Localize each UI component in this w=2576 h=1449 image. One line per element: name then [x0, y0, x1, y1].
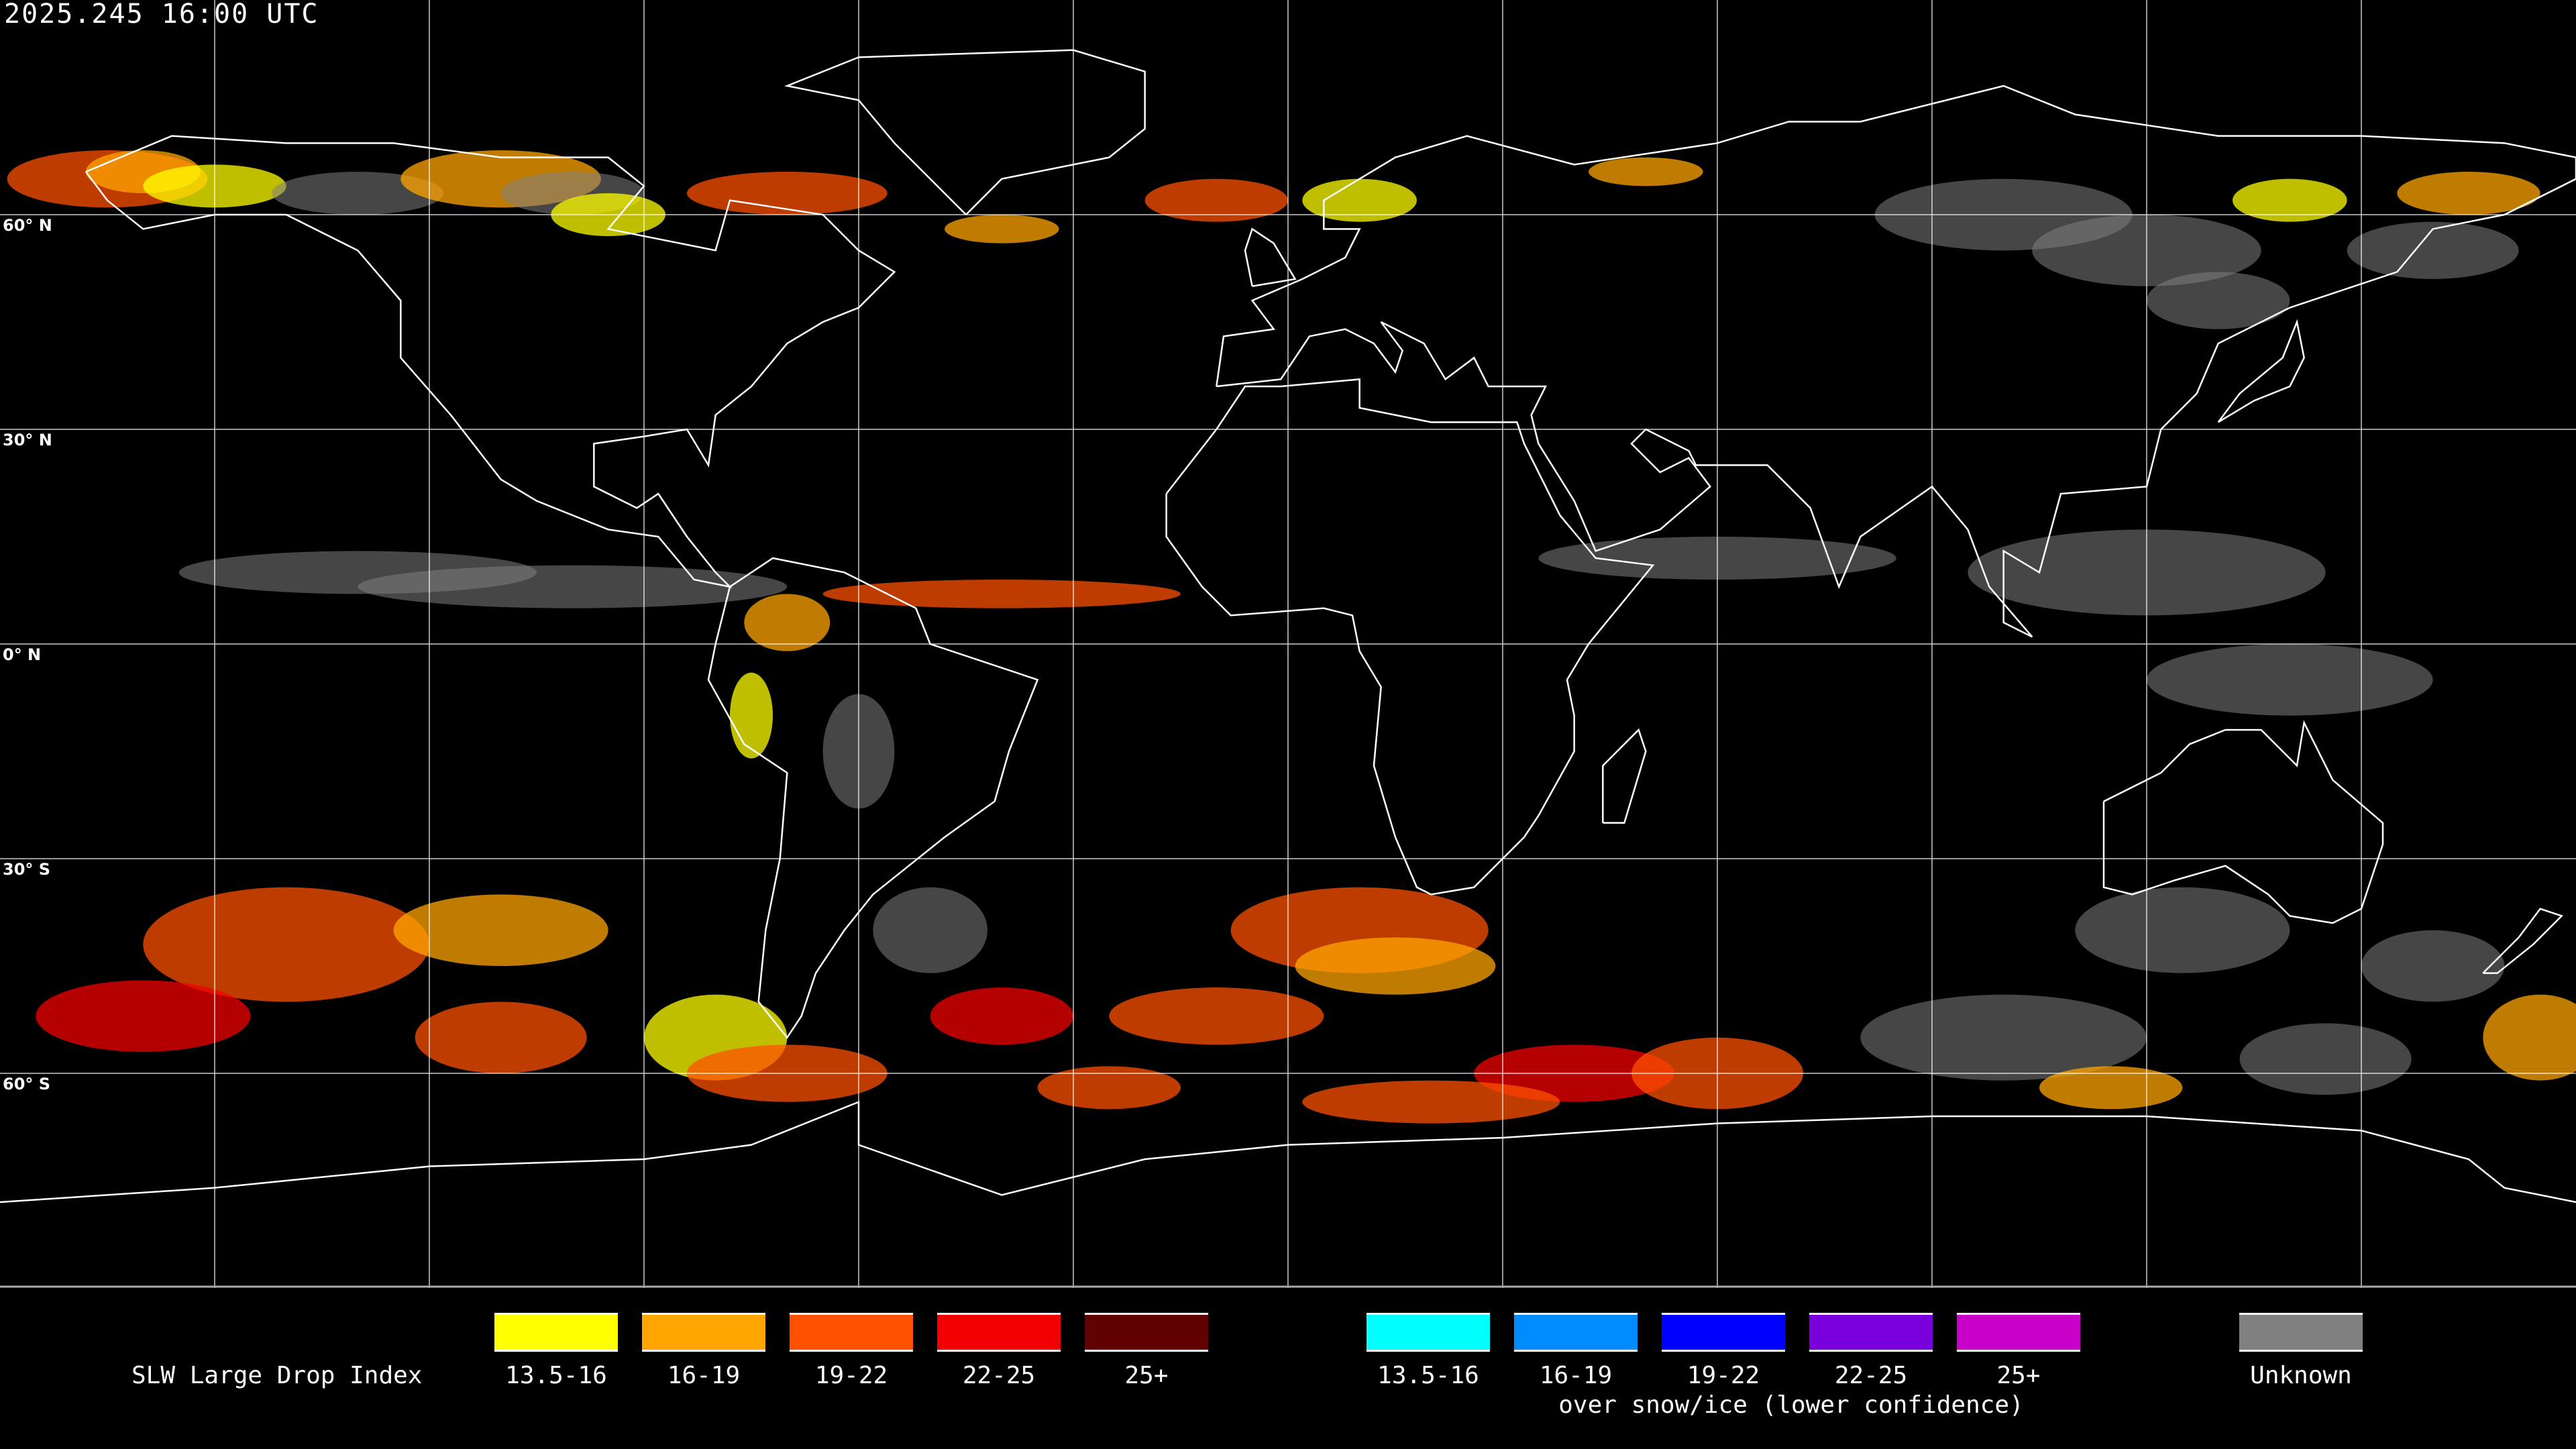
lat-label-0: 0° N — [3, 645, 42, 664]
swatch-label: 16-19 — [1539, 1362, 1613, 1389]
coastline-madagascar — [1602, 728, 1647, 824]
swatch-primary-4 — [937, 1313, 1061, 1352]
swatch-snow-4 — [1809, 1313, 1933, 1352]
swatch-snow-1 — [1366, 1313, 1490, 1352]
cloud-patch — [415, 1002, 587, 1073]
timestamp: 2025.245 16:00 UTC — [4, 0, 319, 30]
cloud-patch — [2233, 178, 2347, 222]
coastlines — [0, 49, 2576, 1203]
swatch-snow-2 — [1514, 1313, 1638, 1352]
swatch-label: 13.5-16 — [505, 1362, 607, 1389]
swatch-label: 16-19 — [667, 1362, 741, 1389]
legend-title: SLW Large Drop Index — [131, 1362, 423, 1389]
graticule — [0, 0, 2576, 1288]
swatch-label: 19-22 — [1686, 1362, 1760, 1389]
coastline-antarctica — [0, 1100, 2576, 1203]
swatch-primary-1 — [494, 1313, 618, 1352]
coastline-africa — [1165, 378, 1655, 896]
cloud-patch — [2239, 1023, 2412, 1095]
cloud-patch — [1302, 1080, 1560, 1124]
swatch-label: 25+ — [1124, 1362, 1169, 1389]
cloud-patch — [1144, 178, 1289, 222]
cloud-patch — [930, 987, 1074, 1045]
cloud-patch — [822, 580, 1181, 608]
coastline-greenland — [784, 49, 1146, 215]
cloud-patch — [1302, 178, 1417, 222]
swatch-label: 19-22 — [814, 1362, 888, 1389]
swatch-primary-5 — [1085, 1313, 1208, 1352]
lat-label-60s: 60° S — [3, 1075, 51, 1093]
swatch-label: 22-25 — [962, 1362, 1036, 1389]
cloud-patch — [945, 215, 1059, 244]
cloud-patch — [1037, 1066, 1181, 1110]
cloud-patch — [2075, 887, 2290, 973]
cloud-patch — [744, 594, 830, 651]
cloud-patch — [687, 172, 888, 215]
swatch-label-unknown: Unknown — [2250, 1362, 2352, 1389]
cloud-patch — [2147, 272, 2290, 329]
cloud-patch — [2147, 644, 2433, 716]
cloud-patch — [393, 894, 608, 966]
lat-label-60n: 60° N — [3, 216, 52, 235]
swatch-primary-3 — [790, 1313, 913, 1352]
cloud-patch — [36, 980, 251, 1052]
cloud-patch — [873, 887, 987, 973]
snow-ice-caption: over snow/ice (lower confidence) — [1558, 1391, 2024, 1419]
cloud-patch — [1589, 157, 1703, 186]
cloud-patch — [2039, 1066, 2183, 1110]
cloud-patch — [2397, 172, 2540, 215]
coastline-southamerica — [707, 557, 1039, 1039]
swatch-snow-5 — [1957, 1313, 2080, 1352]
lat-label-30s: 30° S — [3, 860, 51, 879]
swatch-primary-2 — [642, 1313, 765, 1352]
cloud-patch — [2483, 994, 2576, 1081]
cloud-patch — [1295, 937, 1496, 995]
coastline-newzealand — [2482, 908, 2563, 974]
swatch-label: 13.5-16 — [1377, 1362, 1479, 1389]
cloud-patch — [2347, 221, 2519, 280]
swatch-label: 22-25 — [1834, 1362, 1908, 1389]
cloud-patch — [272, 172, 444, 215]
cloud-patch — [730, 672, 773, 759]
swatch-label: 25+ — [1996, 1362, 2041, 1389]
coastline-australia — [2102, 720, 2384, 924]
cloud-patch — [2361, 930, 2505, 1002]
cloud-patch — [1109, 987, 1324, 1045]
lat-label-30n: 30° N — [3, 431, 52, 449]
swatch-unknown — [2239, 1313, 2363, 1352]
coastline-northamerica — [85, 135, 896, 588]
coastline-eurasia — [1216, 85, 2576, 638]
swatch-snow-3 — [1662, 1313, 1785, 1352]
coastline-japan — [2217, 319, 2305, 423]
world-map — [0, 0, 2576, 1288]
cloud-patch — [178, 551, 537, 594]
cloud-retrieval-layer — [7, 150, 2576, 1124]
